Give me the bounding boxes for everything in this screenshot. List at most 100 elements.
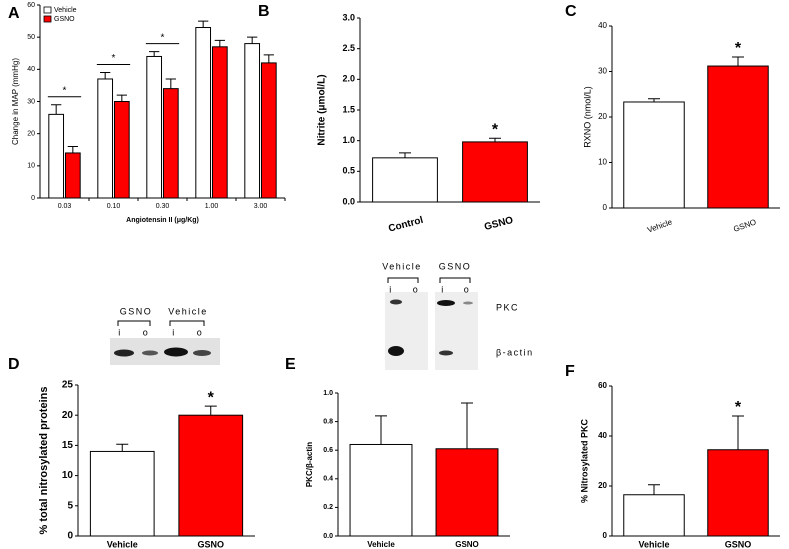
x-tick-label: 0.10	[107, 203, 121, 210]
y-tick-label: 20	[27, 131, 35, 138]
y-tick-label: 2.0	[342, 74, 355, 84]
bar	[113, 101, 130, 199]
legend-label: Vehicle	[54, 7, 77, 14]
error-bar	[100, 72, 111, 79]
error-bar	[116, 443, 129, 452]
y-tick-label: 1.0	[342, 135, 355, 145]
x-tick-label: Vehicle	[367, 540, 395, 549]
y-tick-label: 20	[598, 112, 607, 121]
y-tick-label: 0.6	[323, 447, 333, 454]
band	[142, 350, 158, 356]
x-tick-label: Vehicle	[646, 217, 674, 234]
panel-letter: B	[258, 3, 270, 20]
group-label: GSNO	[120, 306, 153, 316]
y-axis-label: Change in MAP (mmHg)	[11, 58, 20, 145]
band	[390, 299, 402, 305]
significance-marker: *	[63, 85, 67, 96]
panel-letter: D	[8, 356, 20, 373]
y-tick-label: 30	[27, 98, 35, 105]
band-label: β-actin	[496, 347, 534, 357]
error-bar	[461, 402, 473, 449]
bar	[707, 65, 769, 209]
bar	[89, 450, 155, 537]
bar	[623, 101, 685, 209]
y-tick-label: 3.0	[342, 12, 355, 22]
x-tick-label: 3.00	[254, 203, 268, 210]
significance-marker: *	[735, 399, 742, 416]
bar	[372, 157, 438, 203]
significance-marker: *	[112, 53, 116, 64]
y-tick-label: 0	[67, 531, 73, 542]
bracket	[387, 277, 471, 283]
y-tick-label: 10	[598, 158, 607, 167]
bar	[260, 62, 277, 199]
significance-marker: *	[208, 389, 215, 406]
y-tick-label: 0.2	[323, 504, 333, 511]
y-tick-label: 60	[27, 2, 35, 9]
error-bar	[648, 98, 660, 102]
lane-label: i	[389, 284, 393, 294]
y-axis-label: PKC/β-actin	[305, 442, 314, 487]
bar	[349, 443, 413, 537]
error-bar	[204, 405, 217, 416]
group-label: Vehicle	[168, 306, 208, 316]
error-bar	[165, 78, 176, 89]
error-bar	[247, 36, 258, 44]
bar	[623, 494, 685, 537]
lane-label: i	[172, 327, 176, 337]
y-tick-label: 40	[598, 21, 607, 30]
y-tick-label: 50	[27, 34, 35, 41]
error-bar	[149, 51, 160, 57]
significance-marker: *	[735, 40, 742, 57]
y-tick-label: 1.0	[323, 390, 333, 397]
blot-image	[385, 292, 428, 370]
y-tick-label: 0	[603, 531, 608, 540]
panel-letter: F	[565, 363, 575, 380]
bar	[435, 448, 499, 537]
y-tick-label: 20	[598, 481, 607, 490]
y-tick-label: 40	[598, 431, 607, 440]
blot-2: Vehicle GSNO i o i o PKC β-actin	[382, 261, 534, 370]
bar	[211, 46, 228, 199]
y-tick-label: 10	[62, 470, 74, 481]
x-axis-label: Angiotensin II (μg/Kg)	[126, 217, 199, 224]
x-tick-label: GSNO	[483, 215, 515, 233]
bar	[462, 141, 528, 203]
error-bar	[489, 137, 501, 142]
y-axis-label: % Nitrosylated PKC	[579, 418, 589, 503]
y-tick-label: 0.4	[323, 476, 333, 483]
significance-marker: *	[492, 121, 499, 138]
bar	[195, 27, 212, 199]
error-bar	[214, 39, 225, 47]
y-tick-label: 0	[603, 203, 608, 212]
lane-label: i	[441, 284, 445, 294]
error-bar	[67, 146, 78, 153]
error-bar	[399, 152, 411, 158]
bar	[48, 113, 65, 199]
lane-label: i	[118, 327, 122, 337]
y-tick-label: 10	[27, 163, 35, 170]
band	[439, 350, 453, 356]
band	[114, 349, 134, 357]
band	[437, 300, 455, 306]
y-tick-label: 5	[67, 500, 73, 511]
lane-label: o	[464, 284, 471, 294]
x-tick-label: GSNO	[725, 539, 752, 549]
y-tick-label: 30	[598, 67, 607, 76]
error-bar	[375, 415, 387, 445]
y-tick-label: 60	[598, 381, 607, 390]
legend-swatch	[43, 6, 52, 14]
blot-1: GSNO Vehicle i o i o	[110, 306, 220, 365]
panel-letter: C	[565, 3, 577, 20]
y-tick-label: 0.8	[323, 418, 333, 425]
x-tick-label: 0.30	[156, 203, 170, 210]
band	[463, 301, 473, 305]
error-bar	[732, 415, 744, 450]
lane-label: o	[143, 327, 150, 337]
legend-swatch	[43, 15, 52, 23]
bar	[64, 152, 81, 199]
y-tick-label: 15	[62, 440, 74, 451]
panel-letter: E	[285, 356, 296, 373]
band	[193, 350, 211, 356]
x-tick-label: GSNO	[197, 539, 224, 549]
